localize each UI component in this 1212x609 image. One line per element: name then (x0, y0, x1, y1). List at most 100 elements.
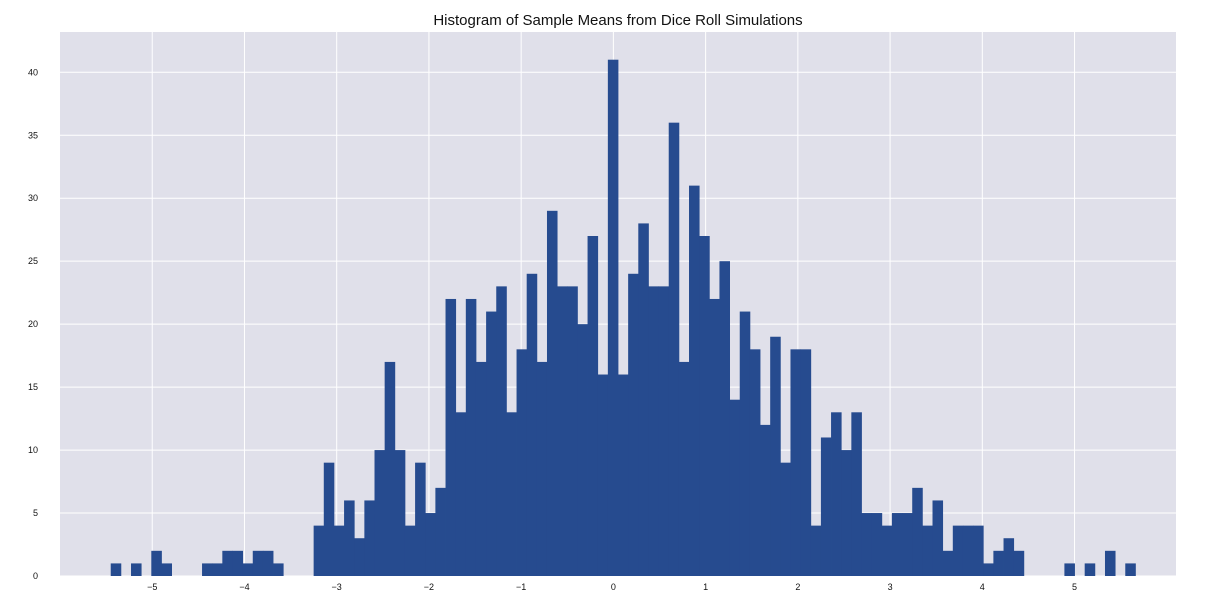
histogram-bar (902, 513, 913, 576)
histogram-bar (597, 374, 609, 576)
histogram-bar (516, 349, 528, 576)
y-tick-label: 0 (33, 571, 38, 581)
histogram-bar (1013, 550, 1025, 576)
histogram-bar (881, 525, 893, 576)
histogram-bar (962, 525, 974, 576)
histogram-bar (242, 563, 254, 576)
x-tick-label: 3 (888, 582, 893, 592)
histogram-bar (618, 374, 629, 576)
y-tick-label: 35 (28, 130, 38, 140)
y-tick-label: 10 (28, 445, 38, 455)
histogram-bar (445, 298, 457, 576)
histogram-bar (912, 487, 923, 576)
histogram-bar (861, 513, 873, 576)
histogram-bar (760, 424, 771, 576)
histogram-bar (212, 563, 223, 576)
y-tick-label: 40 (28, 67, 38, 77)
histogram-bar (719, 261, 730, 576)
histogram-bar (455, 412, 467, 576)
histogram-bar (942, 550, 954, 576)
histogram-bar (689, 185, 700, 576)
y-tick-label: 15 (28, 382, 38, 392)
histogram-bar (668, 122, 680, 577)
histogram-bar (841, 450, 852, 576)
histogram-bar (496, 286, 507, 576)
x-axis-ticks: −5 −4 −3 −2 −1 0 1 2 3 4 5 (147, 582, 1077, 592)
histogram-bar (232, 550, 244, 576)
histogram-bar (678, 361, 690, 576)
histogram-bar (567, 286, 578, 576)
histogram-bar (1125, 563, 1136, 576)
x-tick-label: −1 (516, 582, 526, 592)
histogram-bar (871, 513, 883, 576)
histogram-bar (394, 450, 406, 576)
histogram-bar (607, 59, 619, 576)
histogram-bar (831, 412, 842, 576)
histogram-bar (1064, 563, 1075, 576)
histogram-bar (354, 538, 365, 576)
y-tick-label: 25 (28, 256, 38, 266)
histogram-bar (536, 361, 548, 576)
histogram-bar (151, 550, 162, 576)
histogram-bar (638, 223, 649, 576)
histogram-bar (374, 450, 386, 576)
histogram-bar (364, 500, 375, 576)
histogram-bar (333, 525, 345, 576)
histogram-bar (425, 513, 436, 576)
histogram-bar (729, 399, 741, 576)
histogram-bar (973, 525, 984, 576)
histogram-bar (313, 525, 325, 576)
histogram-bar (699, 236, 710, 576)
x-tick-label: −4 (239, 582, 249, 592)
histogram-bar (932, 500, 944, 576)
histogram-bar (384, 361, 396, 576)
histogram-bar (557, 286, 568, 576)
histogram-bar (1104, 550, 1116, 576)
y-tick-label: 5 (33, 508, 38, 518)
histogram-bar (922, 525, 933, 576)
x-tick-label: 2 (795, 582, 800, 592)
x-tick-label: −3 (332, 582, 342, 592)
histogram-bar (435, 487, 446, 576)
histogram-bar (749, 349, 761, 576)
histogram-bar (1084, 563, 1096, 576)
histogram-bar (323, 462, 335, 576)
histogram-bar (983, 563, 994, 576)
histogram-bar (648, 286, 659, 576)
histogram-bar (344, 500, 355, 576)
histogram-bar (475, 361, 487, 576)
histogram-bar (404, 525, 416, 576)
histogram-bar (891, 513, 903, 576)
histogram-bar (770, 336, 781, 576)
x-tick-label: 4 (980, 582, 985, 592)
histogram-bar (110, 563, 122, 576)
y-axis-ticks: 0 5 10 15 20 25 30 35 40 (28, 67, 38, 581)
histogram-bar (587, 236, 599, 576)
histogram-bar (709, 298, 720, 576)
histogram-bar (273, 563, 284, 576)
histogram-bar (526, 273, 538, 576)
y-tick-label: 20 (28, 319, 38, 329)
histogram-bar (465, 298, 477, 576)
histogram-bar (506, 412, 517, 576)
histogram-bar (800, 349, 812, 576)
histogram-bar (161, 563, 172, 576)
histogram-bar (820, 437, 832, 576)
histogram-bar (262, 550, 274, 576)
histogram-bar (780, 462, 791, 576)
histogram-bar (202, 563, 213, 576)
histogram-bar (252, 550, 264, 576)
histogram-bar (739, 311, 751, 576)
histogram-bar (415, 462, 426, 576)
x-tick-label: 1 (703, 582, 708, 592)
histogram-bar (810, 525, 822, 576)
histogram-bar (851, 412, 862, 576)
x-tick-label: −5 (147, 582, 157, 592)
y-tick-label: 30 (28, 193, 38, 203)
chart-title: Histogram of Sample Means from Dice Roll… (433, 12, 802, 29)
histogram-bar (993, 550, 1004, 576)
x-tick-label: −2 (424, 582, 434, 592)
x-tick-label: 5 (1072, 582, 1077, 592)
histogram-bar (952, 525, 964, 576)
